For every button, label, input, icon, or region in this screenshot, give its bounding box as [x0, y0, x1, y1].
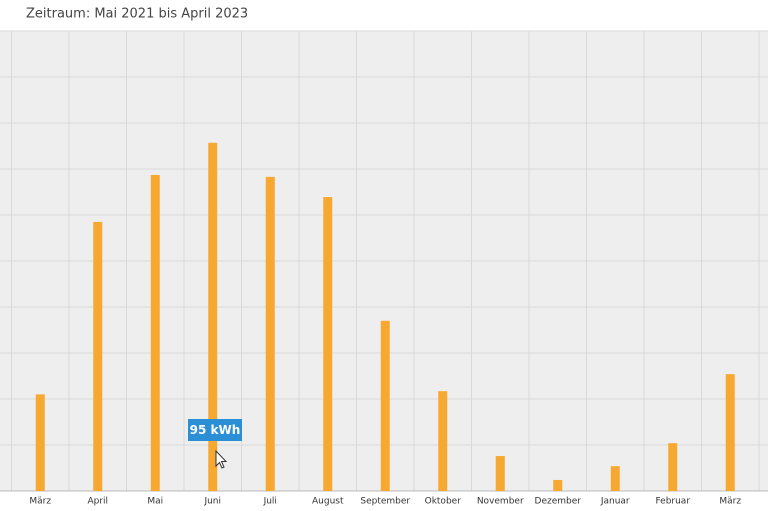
x-tick-label: August [312, 497, 344, 507]
x-tick-label: Dezember [535, 497, 582, 507]
x-tick-label: Januar [600, 497, 630, 507]
x-tick-label: April [87, 497, 108, 507]
bar [495, 456, 505, 491]
x-tick-label: Juni [203, 497, 221, 507]
x-tick-label: November [477, 497, 524, 507]
x-tick-label: Mai [147, 497, 163, 507]
tooltip-box [188, 419, 242, 441]
bar [725, 374, 735, 491]
bar [323, 197, 333, 491]
x-tick-label: März [29, 497, 51, 507]
bar [208, 142, 218, 491]
x-tick-label: März [719, 497, 741, 507]
bar [553, 479, 563, 491]
bar [150, 174, 160, 492]
chart-title: Zeitraum: Mai 2021 bis April 2023 [26, 7, 248, 22]
bar [93, 221, 103, 491]
x-tick-label: Oktober [425, 497, 462, 507]
bar [668, 443, 678, 491]
bar [610, 466, 620, 491]
x-tick-label: Juli [263, 497, 277, 507]
bar [265, 176, 275, 491]
cursor [215, 449, 228, 469]
tooltip: 95 kWh [190, 423, 241, 437]
x-tick-label: September [360, 497, 410, 507]
bar [438, 391, 448, 491]
bar [380, 320, 390, 491]
x-tick-label: Februar [655, 497, 690, 507]
bar [35, 394, 45, 491]
